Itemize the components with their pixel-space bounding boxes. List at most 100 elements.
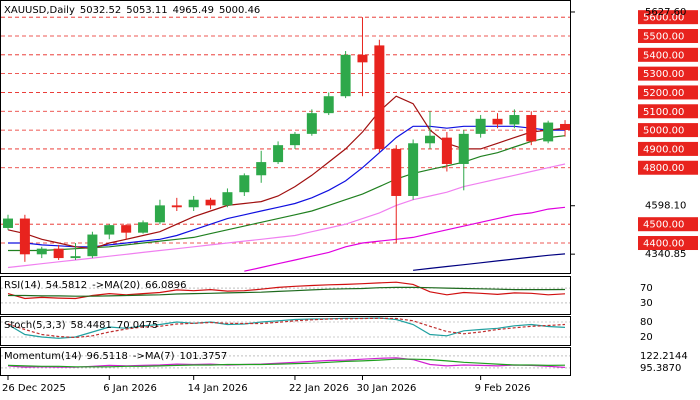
candle-body — [104, 225, 115, 235]
candle-body — [408, 143, 419, 196]
candle-body — [188, 199, 199, 208]
panel-header: Stoch(5,3,3) 58.4481 70.0475 — [4, 320, 158, 331]
indicator-line — [7, 317, 566, 339]
candle-body — [509, 115, 520, 125]
level-label-box — [638, 104, 698, 119]
indicator-line — [8, 286, 566, 297]
y-tick-label: 70 — [640, 283, 653, 294]
indicator-line — [7, 317, 566, 339]
y-tick-label: 4598.10 — [645, 201, 686, 212]
indicator-line — [7, 163, 566, 269]
header-part: XAUUSD,Daily — [4, 5, 75, 16]
level-label-box — [638, 141, 698, 156]
candle-body — [560, 123, 571, 131]
candle-body — [256, 162, 267, 176]
candle-body — [87, 234, 98, 257]
indicator-line — [413, 253, 566, 271]
level-label-box — [638, 47, 698, 62]
candle-body — [70, 256, 81, 259]
header-part: 101.3757 — [180, 351, 228, 362]
header-part: 54.5812 — [46, 280, 87, 291]
header-part: ->MA(7) — [133, 351, 175, 362]
level-label-box — [638, 236, 698, 251]
candle-body — [171, 205, 182, 208]
header-part: Momentum(14) — [4, 351, 82, 362]
candle-body — [36, 248, 47, 255]
level-label: 5000.00 — [643, 126, 684, 137]
panel-header: XAUUSD,Daily 5032.52 5053.11 4965.49 5000.46 — [4, 5, 260, 16]
panel-header: RSI(14) 54.5812 ->MA(20) 66.0896 — [4, 280, 186, 291]
stoch-frame — [0, 316, 571, 346]
candle-body — [205, 199, 216, 206]
panel-header: Momentum(14) 96.5118 ->MA(7) 101.3757 — [4, 351, 227, 362]
candle-body — [239, 175, 250, 193]
level-label-box — [638, 85, 698, 100]
header-part: 5053.11 — [126, 5, 167, 16]
candle-body — [475, 118, 486, 134]
candle-body — [340, 54, 351, 97]
candle-body — [53, 248, 64, 259]
x-tick-label: 9 Feb 2026 — [475, 383, 531, 394]
level-label: 4400.00 — [643, 239, 684, 250]
rsi-frame — [0, 276, 571, 315]
candle-body — [492, 118, 503, 125]
header-part: Stoch(5,3,3) — [4, 320, 66, 331]
level-label-box — [638, 160, 698, 175]
header-part: 5000.46 — [219, 5, 260, 16]
candle-body — [222, 192, 233, 206]
indicator-line — [7, 281, 566, 300]
main-frame — [0, 0, 571, 274]
x-tick-label: 14 Jan 2026 — [188, 383, 248, 394]
momentum-frame — [0, 347, 571, 376]
candle-body — [323, 96, 334, 114]
indicator-line — [8, 135, 566, 252]
candle-body — [306, 113, 317, 134]
candle-body — [543, 122, 554, 142]
candle-body — [154, 205, 165, 223]
level-label: 5400.00 — [643, 50, 684, 61]
header-part: 5032.52 — [80, 5, 121, 16]
header-part: 66.0896 — [145, 280, 186, 291]
x-tick-label: 26 Dec 2025 — [2, 383, 66, 394]
candle-body — [19, 218, 30, 255]
header-part: RSI(14) — [4, 280, 41, 291]
y-tick-label: 4340.85 — [645, 249, 686, 260]
level-label-box — [638, 28, 698, 43]
x-tick-label: 6 Jan 2026 — [103, 383, 157, 394]
header-part: 70.0475 — [117, 320, 158, 331]
level-label-box — [638, 217, 698, 232]
indicator-line — [244, 206, 566, 272]
indicator-line — [7, 358, 566, 368]
y-tick-label: 20 — [640, 332, 653, 343]
y-tick-label: 30 — [640, 298, 653, 309]
level-label-box — [638, 66, 698, 81]
candle-body — [138, 222, 149, 233]
level-label: 5200.00 — [643, 88, 684, 99]
level-label: 5600.00 — [643, 13, 684, 24]
x-tick-label: 30 Jan 2026 — [356, 383, 416, 394]
candle-body — [391, 148, 402, 196]
candle-body — [357, 54, 368, 63]
level-label: 5300.00 — [643, 69, 684, 80]
level-label: 4900.00 — [643, 144, 684, 155]
y-tick-label: 80 — [640, 317, 653, 328]
candle-body — [273, 145, 284, 163]
level-label: 5100.00 — [643, 107, 684, 118]
y-tick-label: 95.3870 — [640, 363, 681, 374]
level-label: 5500.00 — [643, 31, 684, 42]
level-label-box — [638, 123, 698, 138]
candle-body — [3, 218, 13, 228]
level-label: 4800.00 — [643, 163, 684, 174]
header-part: 4965.49 — [173, 5, 214, 16]
header-part: ->MA(20) — [92, 280, 140, 291]
candle-body — [526, 115, 537, 142]
y-tick-label: 5627.60 — [645, 7, 686, 18]
x-tick-label: 22 Jan 2026 — [289, 383, 349, 394]
level-label: 4500.00 — [643, 220, 684, 231]
candle-body — [374, 45, 385, 149]
header-part: 96.5118 — [87, 351, 128, 362]
indicator-line — [7, 357, 566, 368]
candle-body — [289, 133, 300, 146]
y-tick-label: 122.2144 — [640, 351, 688, 362]
